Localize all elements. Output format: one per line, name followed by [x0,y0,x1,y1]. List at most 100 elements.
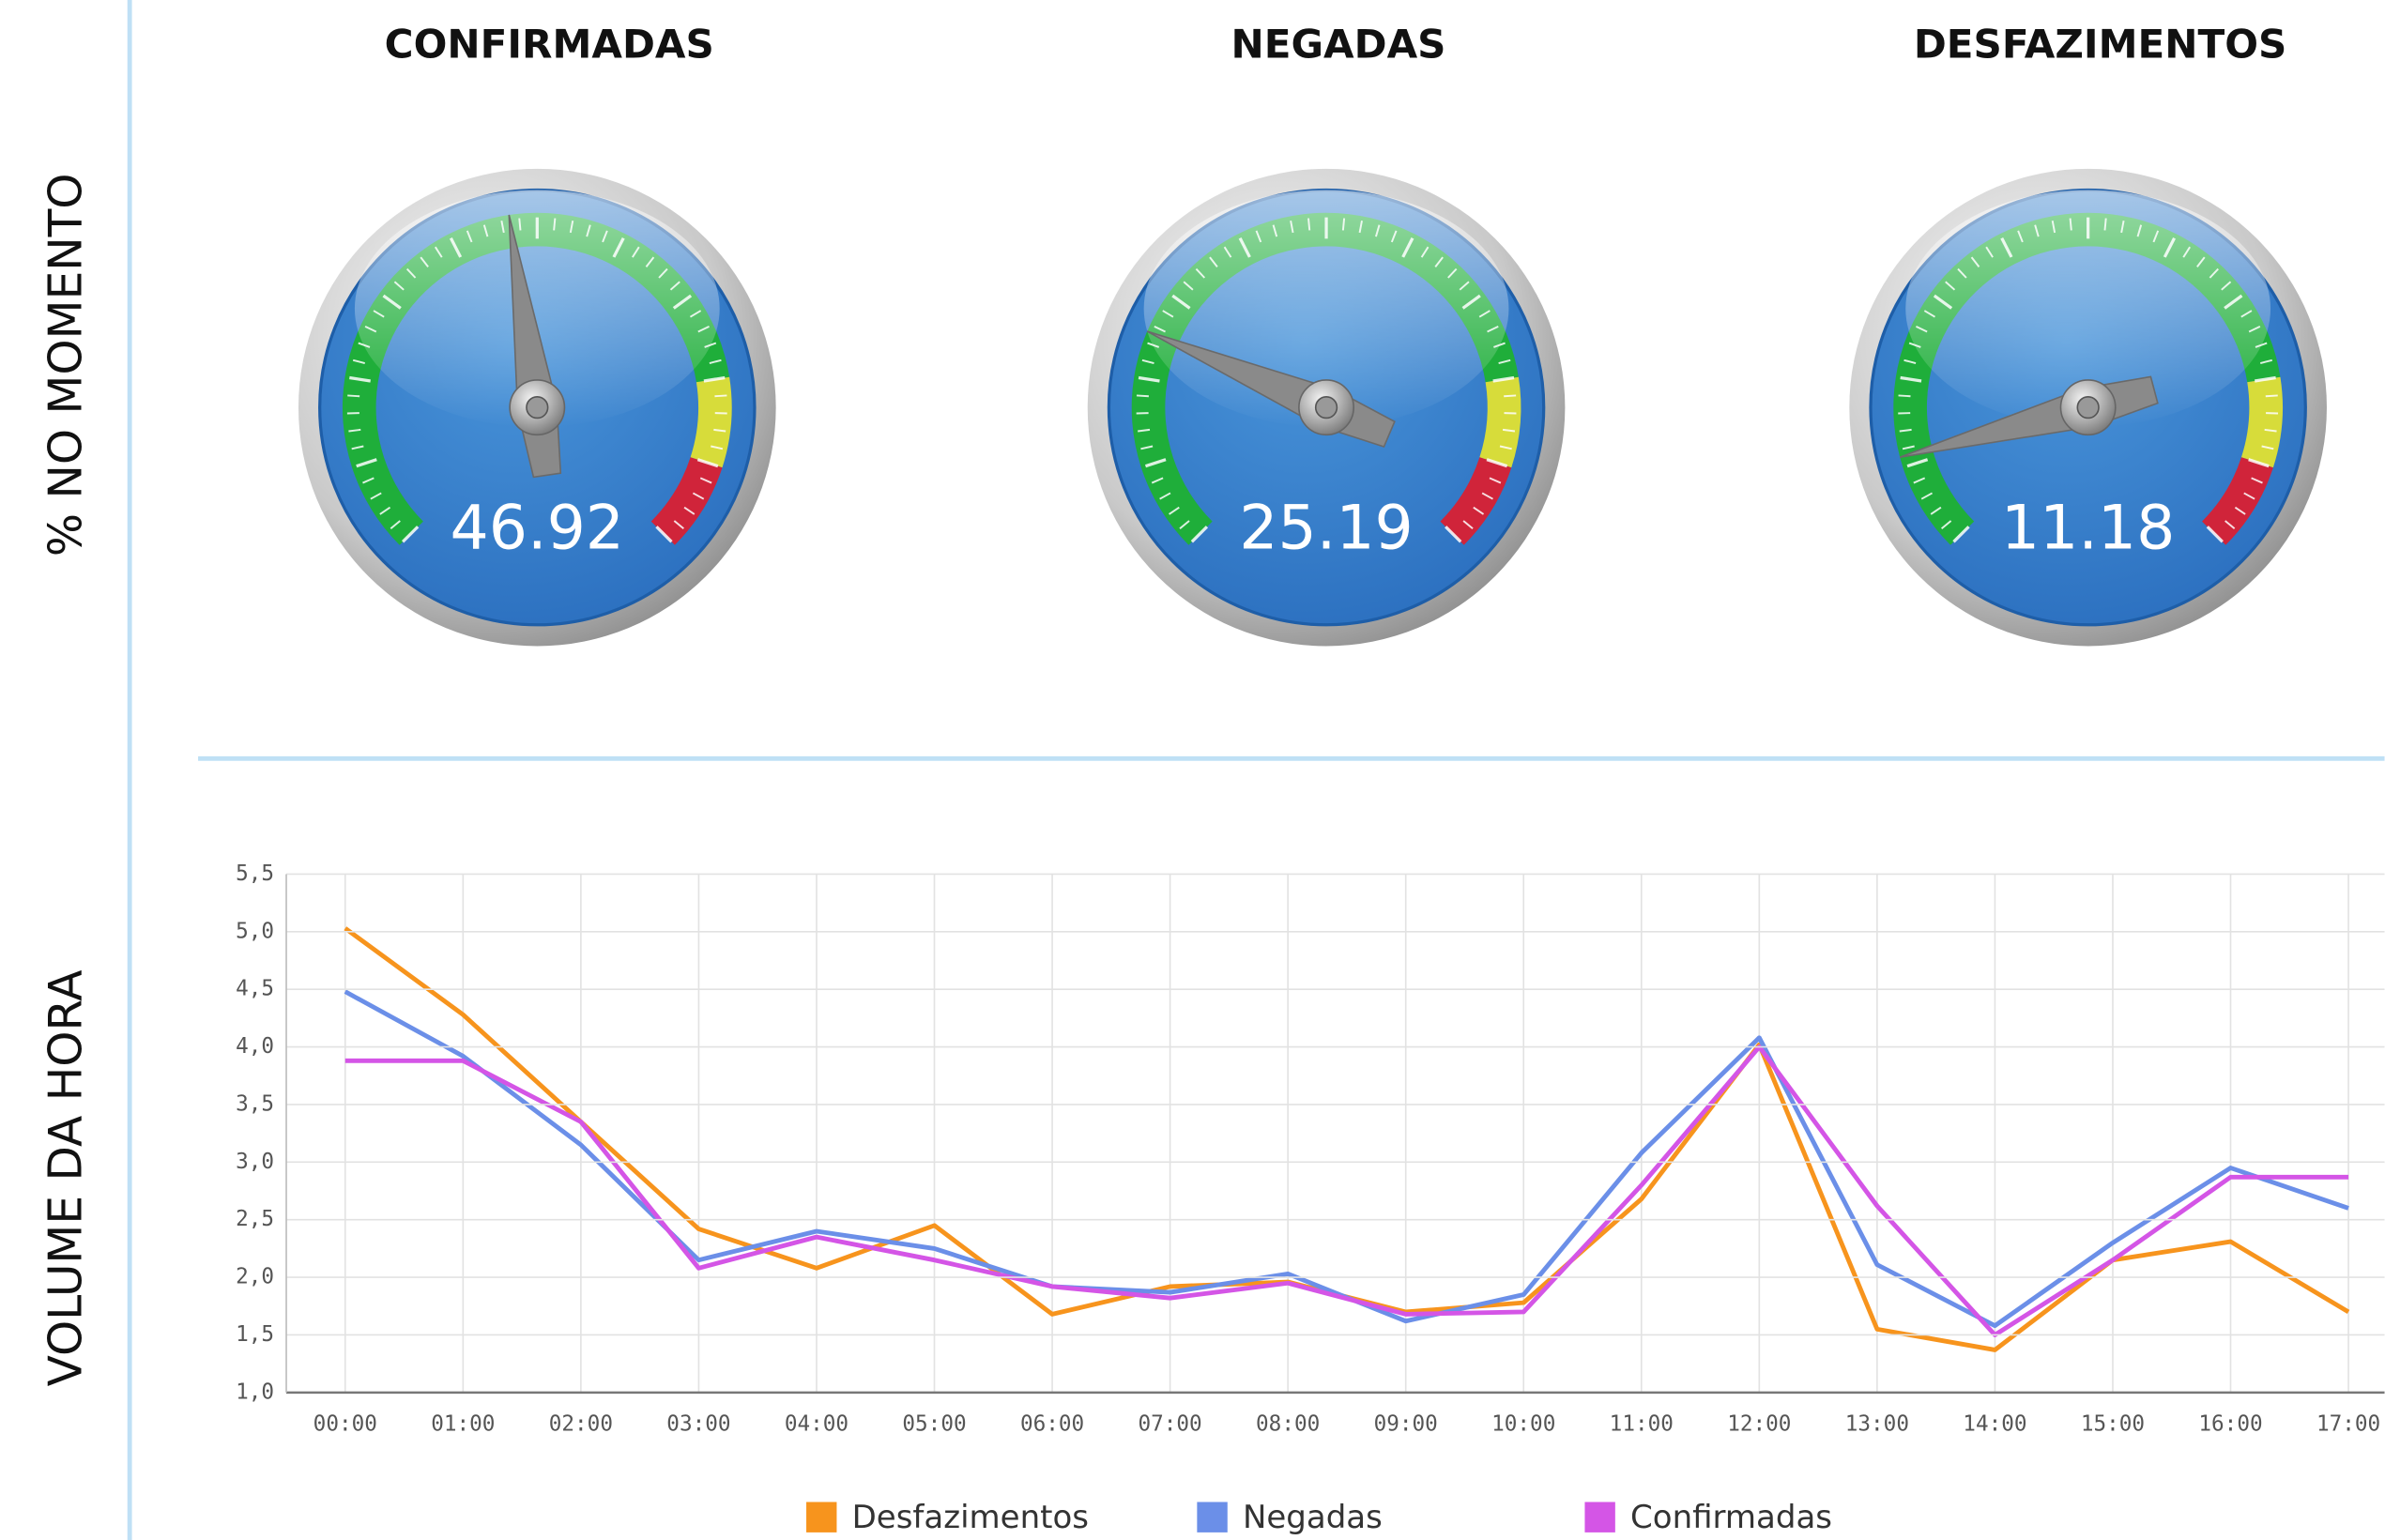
gauge-tick [673,520,684,529]
x-tick-label: 01:00 [431,1411,495,1436]
x-tick-label: 03:00 [666,1411,730,1436]
gauge-tick [1144,458,1167,468]
gauge-tick [1504,394,1517,398]
gauge-tick [713,428,726,433]
gauge-hub-center [526,395,549,419]
gauge-tick [1899,428,1912,433]
gauge-tick [1486,458,1508,468]
y-tick-label: 3,5 [236,1091,274,1116]
gauge-tick [2206,526,2224,543]
y-tick-label: 4,5 [236,977,274,1001]
gauge-tick [401,526,420,543]
gauge-tick [699,477,712,484]
series-line [344,1044,2349,1337]
x-tick-label: 13:00 [1845,1411,1909,1436]
gauge-tick [1489,477,1502,484]
gauge-tick [714,394,727,398]
gauge-tick [347,394,360,398]
gauge-tick [2265,394,2278,398]
gauge-tick [1903,358,1917,364]
section-label: % NO MOMENTO [39,173,92,557]
y-tick-label: 4,0 [236,1034,274,1059]
gauge-tick [1138,428,1151,433]
gauge-hub-center [2076,395,2100,419]
y-tick-label: 2,5 [236,1207,274,1231]
gauge-gloss [1905,190,2271,428]
gauge-tick [655,526,673,543]
gauge-tick [1920,492,1934,500]
y-tick-label: 5,5 [236,861,274,886]
gauge-tick [1159,492,1171,500]
gauge-tick [1941,520,1952,529]
x-tick-label: 12:00 [1727,1411,1791,1436]
legend-label: Desfazimentos [852,1499,1089,1536]
gauge-tick [362,477,375,484]
gauge-tick [1492,375,1515,383]
x-tick-label: 04:00 [785,1411,849,1436]
gauge-tick [1445,526,1462,543]
y-tick-label: 2,0 [236,1265,274,1289]
gauge-tick [2251,477,2263,484]
y-tick-label: 1,5 [236,1322,274,1347]
legend-label: Confirmadas [1630,1499,1832,1536]
gauge-tick [696,458,719,468]
gauge-tick [356,458,377,468]
gauge-band [2240,376,2283,468]
y-tick-label: 3,0 [236,1150,274,1174]
gauge-tick [1900,375,1922,383]
series-line [344,989,2349,1329]
gauge-tick [348,428,361,433]
gauge-title: DESFAZIMENTOS [1914,22,2287,68]
x-tick-label: 16:00 [2198,1411,2262,1436]
gauge-tick [703,375,726,383]
gauge-band [1479,376,1521,468]
gauge-tick [1902,445,1915,450]
section-label: VOLUME DA HORA [39,970,92,1387]
gauge-tick [1481,492,1493,500]
gauge-tick [1136,394,1149,398]
legend-swatch [806,1502,837,1532]
gauge-tick [1498,358,1511,364]
gauge-tick [2234,506,2246,515]
gauge-tick [2264,428,2277,433]
gauge-tick [1138,375,1160,383]
gauge-tick [1906,458,1929,468]
gauge-tick [1190,526,1209,543]
gauge-tick [1169,506,1180,515]
gauge-tick [711,445,724,450]
gauge-tick [2259,358,2273,364]
gauge-tick [2224,520,2236,529]
gauge-hub-center [1314,395,1338,419]
gauge-tick [1151,477,1164,484]
y-tick-label: 1,0 [236,1380,274,1404]
plot: 00:00 01:00 02:00 03:00 04:00 05:00 06:00 07:00… [313,874,2380,1436]
gauge-tick [370,492,382,500]
gauge-tick [352,358,365,364]
gauge-value: 11.18 [2001,494,2175,564]
gauge-tick [2261,445,2274,450]
x-tick-label: 02:00 [549,1411,613,1436]
gauge-tick [2254,375,2276,383]
gauge-tick [1179,520,1190,529]
gauge-tick [692,492,705,500]
gauge-tick [1930,506,1942,515]
gauge-band [1893,212,2281,545]
gauge-title: CONFIRMADAS [385,22,714,68]
legend-label: Negadas [1243,1499,1383,1536]
gauge-tick [349,375,371,383]
x-tick-label: 15:00 [2081,1411,2145,1436]
gauge-tick [1502,428,1516,433]
x-tick-label: 07:00 [1139,1411,1202,1436]
gauge-tick [2243,492,2255,500]
gauge-tick [709,358,722,364]
gauge-tick [1898,394,1911,398]
gauge-band [690,376,732,468]
gauge-value: 25.19 [1239,494,1413,564]
gauge-tick [1140,445,1154,450]
x-tick-label: 08:00 [1256,1411,1320,1436]
gauge-tick [1141,358,1154,364]
x-tick-label: 14:00 [1963,1411,2026,1436]
gauge-band [342,212,730,545]
